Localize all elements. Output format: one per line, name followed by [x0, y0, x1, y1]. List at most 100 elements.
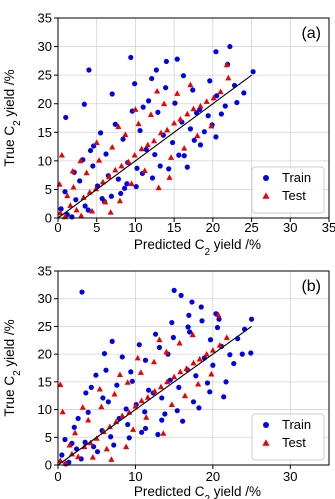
point-train: [250, 69, 256, 75]
point-test: [197, 102, 204, 109]
point-train: [129, 378, 135, 384]
point-train: [239, 351, 245, 357]
point-train: [234, 99, 240, 106]
point-train: [137, 127, 143, 134]
x-tick-label: 20: [206, 469, 220, 484]
point-train: [142, 425, 149, 432]
point-test: [164, 126, 171, 133]
point-train: [174, 56, 180, 62]
point-test: [98, 403, 105, 410]
point-train: [125, 421, 131, 428]
point-train: [171, 287, 177, 293]
legend-label-train: Train: [282, 170, 311, 185]
point-train: [187, 329, 193, 335]
point-train: [189, 299, 195, 305]
point-test: [96, 385, 103, 392]
point-test: [77, 157, 84, 164]
point-train: [82, 439, 88, 445]
point-test: [195, 380, 202, 387]
point-train: [152, 151, 158, 158]
point-train: [174, 408, 180, 414]
point-test: [168, 401, 175, 407]
point-test: [174, 90, 181, 96]
point-train: [213, 134, 219, 140]
point-train: [85, 207, 91, 213]
point-train: [82, 203, 88, 209]
point-test: [155, 184, 162, 191]
point-train: [180, 418, 186, 424]
point-test: [115, 123, 122, 129]
point-test: [176, 339, 183, 346]
y-tick-label: 25: [38, 68, 52, 83]
point-test: [109, 143, 116, 150]
point-test: [141, 167, 148, 173]
point-test: [112, 166, 119, 173]
point-test: [78, 212, 85, 219]
point-test: [59, 408, 66, 415]
point-train: [93, 372, 99, 378]
point-test: [217, 88, 224, 95]
point-test: [87, 439, 94, 446]
point-train: [176, 384, 182, 390]
point-test: [107, 209, 114, 215]
x-tick-label: 10: [128, 469, 142, 484]
point-train: [222, 103, 228, 109]
point-train: [210, 362, 216, 368]
panel-label: (a): [301, 25, 321, 42]
point-train: [198, 304, 204, 310]
y-tick-label: 15: [38, 125, 52, 140]
point-test: [209, 347, 216, 353]
point-train: [62, 436, 68, 443]
point-train: [94, 449, 101, 455]
y-tick-label: 35: [38, 264, 52, 279]
point-train: [178, 292, 184, 298]
point-test: [102, 198, 109, 205]
point-train: [145, 387, 152, 393]
point-train: [218, 111, 224, 117]
point-test: [210, 94, 217, 101]
point-test: [70, 183, 77, 190]
point-test: [66, 441, 73, 448]
point-test: [128, 180, 135, 187]
point-train: [184, 164, 190, 170]
point-train: [120, 136, 126, 142]
point-test: [132, 106, 139, 112]
point-train: [134, 165, 140, 171]
point-train: [205, 113, 211, 119]
y-tick-label: 15: [38, 374, 52, 389]
point-train: [123, 406, 129, 412]
point-test: [99, 178, 106, 185]
y-tick-label: 5: [45, 182, 52, 197]
point-train: [207, 78, 213, 84]
point-train: [169, 139, 176, 146]
y-axis-label: True C2 yield /%: [2, 319, 23, 416]
plot-frame: [57, 270, 330, 466]
point-test: [166, 174, 173, 180]
point-test: [150, 358, 158, 365]
y-tick-label: 20: [38, 347, 52, 362]
point-test: [208, 122, 215, 129]
x-tick-label: 0: [54, 469, 61, 484]
point-test: [131, 151, 138, 158]
point-train: [199, 318, 205, 324]
point-test: [189, 331, 196, 338]
point-test: [124, 379, 131, 385]
point-test: [119, 412, 126, 419]
x-tick-label: 35: [322, 220, 335, 235]
point-train: [103, 367, 109, 373]
point-test: [122, 131, 129, 137]
point-test: [64, 192, 71, 199]
x-tick-label: 30: [283, 469, 297, 484]
point-test: [177, 368, 184, 375]
point-test: [208, 370, 215, 377]
point-train: [223, 379, 229, 385]
point-train: [143, 146, 149, 153]
point-test: [89, 454, 96, 460]
point-train: [108, 434, 114, 440]
point-train: [128, 54, 134, 61]
point-test: [93, 139, 100, 145]
point-train: [149, 75, 155, 82]
point-train: [149, 175, 156, 181]
point-test: [56, 181, 63, 187]
